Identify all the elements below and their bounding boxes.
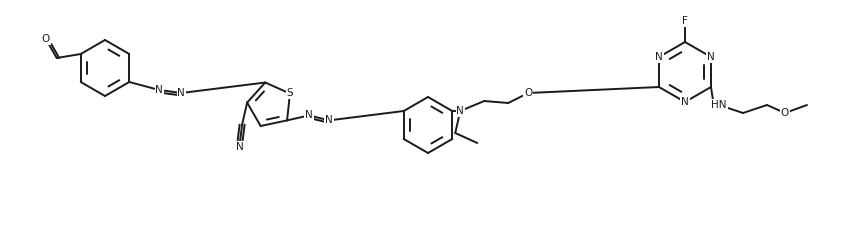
Text: N: N <box>655 52 663 62</box>
Text: N: N <box>707 52 715 62</box>
Text: N: N <box>236 142 244 152</box>
Text: N: N <box>156 85 163 95</box>
Text: HN: HN <box>711 100 727 110</box>
Text: O: O <box>781 108 789 118</box>
Text: N: N <box>456 106 464 116</box>
Text: O: O <box>524 88 532 98</box>
Text: F: F <box>682 16 688 26</box>
Text: O: O <box>42 34 50 44</box>
Text: N: N <box>178 88 185 98</box>
Text: N: N <box>681 97 688 107</box>
Text: S: S <box>286 88 293 99</box>
Text: N: N <box>305 110 313 120</box>
Text: N: N <box>326 115 333 125</box>
